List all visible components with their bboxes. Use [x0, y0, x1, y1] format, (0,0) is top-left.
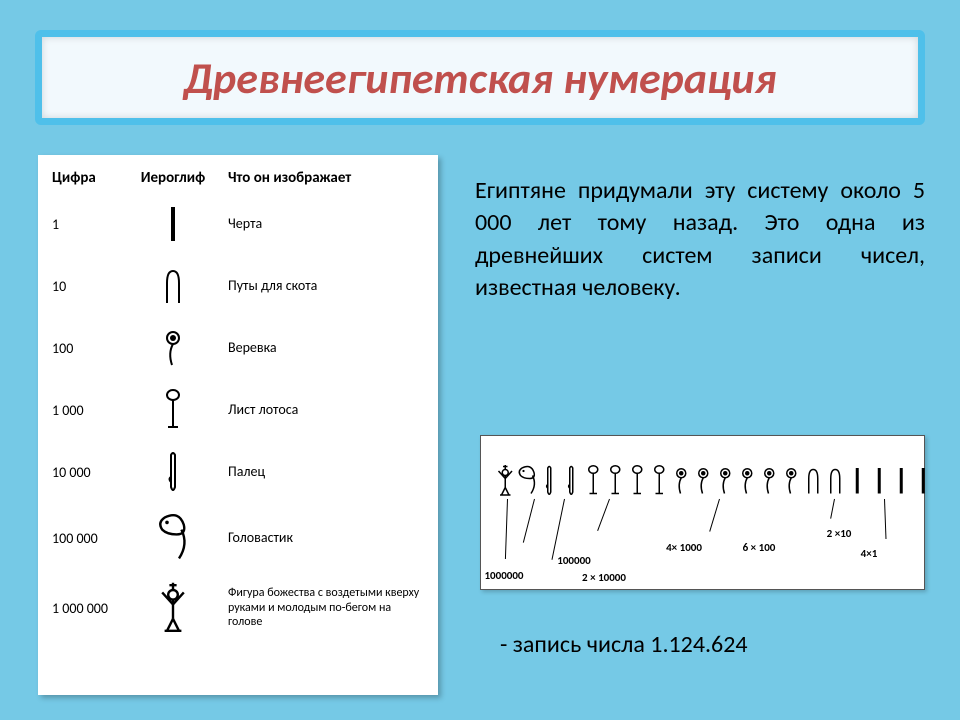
example-caption: - запись числа 1.124.624 — [500, 630, 748, 659]
table-row: 10 Путы для скота — [48, 259, 428, 313]
coil-icon — [736, 462, 756, 500]
row-desc: Черта — [218, 216, 428, 233]
slide: Древнеегипетская нумерация Цифра Иерогли… — [0, 0, 960, 720]
row-desc: Веревка — [218, 340, 428, 357]
stroke-icon — [868, 462, 888, 500]
row-glyph-icon — [128, 323, 218, 373]
row-number: 1 — [48, 216, 128, 233]
tadpole-icon — [516, 462, 536, 500]
example-glyph-row — [489, 444, 916, 499]
row-number: 10 000 — [48, 464, 128, 481]
example-label: 4×1 — [861, 547, 878, 560]
row-number: 100 000 — [48, 530, 128, 547]
example-label: 1000000 — [484, 569, 523, 582]
example-label: 4× 1000 — [666, 541, 702, 554]
coil-icon — [714, 462, 734, 500]
example-label: 6 × 100 — [743, 541, 776, 554]
heel-icon — [802, 462, 822, 500]
coil-icon — [692, 462, 712, 500]
example-box: 1000000 100000 2 × 10000 4× 1000 6 × 100 2 ×1… — [480, 435, 925, 590]
lotus-icon — [582, 462, 602, 500]
body-paragraph: Египтяне придумали эту систему около 5 0… — [475, 175, 925, 305]
hieroglyph-table: Цифра Иероглиф Что он изображает 1 Черта… — [38, 155, 438, 695]
finger-icon — [560, 462, 580, 500]
row-number: 1 000 — [48, 402, 128, 419]
row-glyph-icon — [128, 385, 218, 435]
lotus-icon — [604, 462, 624, 500]
table-row: 1 000 Лист лотоса — [48, 383, 428, 437]
row-desc: Фигура божества с воздетыми кверху рукам… — [218, 586, 428, 629]
row-desc: Палец — [218, 464, 428, 481]
stroke-icon — [912, 462, 932, 500]
lotus-icon — [648, 462, 668, 500]
row-number: 100 — [48, 340, 128, 357]
heel-icon — [824, 462, 844, 500]
table-header: Цифра Иероглиф Что он изображает — [48, 169, 428, 187]
example-label: 2 ×10 — [827, 527, 852, 540]
table-row: 100 000 Головастик — [48, 507, 428, 569]
row-number: 10 — [48, 278, 128, 295]
row-glyph-icon — [128, 447, 218, 497]
slide-title: Древнеегипетская нумерация — [183, 51, 776, 105]
example-label: 2 × 10000 — [582, 571, 626, 584]
row-glyph-icon — [128, 577, 218, 639]
header-desc: Что он изображает — [218, 169, 428, 187]
title-box: Древнеегипетская нумерация — [35, 30, 925, 125]
lotus-icon — [626, 462, 646, 500]
header-number: Цифра — [48, 169, 128, 187]
caption-number: 1.124.624 — [650, 630, 747, 659]
row-glyph-icon — [128, 261, 218, 311]
row-number: 1 000 000 — [48, 600, 128, 617]
table-row: 1 Черта — [48, 197, 428, 251]
stroke-icon — [890, 462, 910, 500]
coil-icon — [758, 462, 778, 500]
table-row: 100 Веревка — [48, 321, 428, 375]
coil-icon — [780, 462, 800, 500]
stroke-icon — [846, 462, 866, 500]
row-glyph-icon — [128, 507, 218, 569]
coil-icon — [670, 462, 690, 500]
row-desc: Путы для скота — [218, 278, 428, 295]
finger-icon — [538, 462, 558, 500]
example-labels: 10000001000002 × 100004× 10006 × 1002 ×1… — [489, 499, 916, 584]
table-row: 10 000 Палец — [48, 445, 428, 499]
row-glyph-icon — [128, 199, 218, 249]
god-icon — [494, 462, 514, 500]
caption-prefix: - запись числа — [500, 630, 650, 659]
row-desc: Лист лотоса — [218, 402, 428, 419]
header-glyph: Иероглиф — [128, 169, 218, 187]
table-row: 1 000 000 Фигура божества с воздетыми кв… — [48, 577, 428, 639]
row-desc: Головастик — [218, 530, 428, 547]
example-label: 100000 — [557, 554, 590, 567]
